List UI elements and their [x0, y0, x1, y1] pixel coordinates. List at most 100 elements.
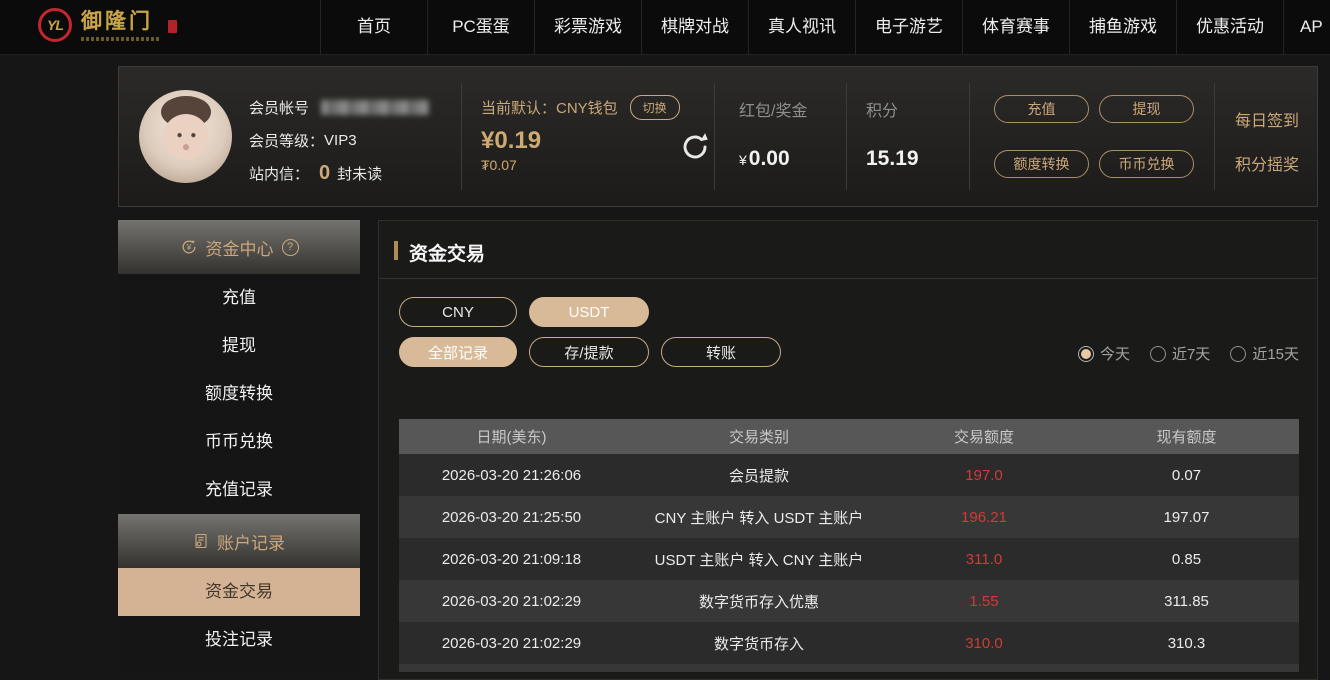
cell-amount: 1.55 [969, 592, 999, 610]
logo-monogram-icon: YL [38, 8, 72, 42]
top-nav-bar: YL 御隆门 首页 PC蛋蛋 彩票游戏 棋牌对战 真人视讯 电子游艺 体育赛事 … [0, 0, 1330, 55]
switch-wallet-button[interactable]: 切换 [629, 95, 680, 120]
nav-item-sports[interactable]: 体育赛事 [962, 0, 1069, 55]
radio-7days-dot[interactable] [1149, 345, 1166, 362]
cell-balance: 0.85 [1171, 550, 1202, 568]
account-number-blurred [321, 100, 430, 115]
points-label: 积分 [866, 103, 899, 120]
page-title: 资金交易 [409, 244, 486, 265]
sidebar-item-deposit[interactable]: 充值 [222, 288, 256, 307]
account-sidebar: ¥ 资金中心 ? 充值 提现 额度转换 币币兑换 充值记录 账户记录 资金交易 … [118, 220, 360, 671]
coin-exchange-button[interactable]: 币币兑换 [1099, 150, 1194, 178]
radio-15days-dot[interactable] [1230, 345, 1247, 362]
nav-item-app[interactable]: AP [1283, 0, 1330, 55]
cell-type: 数字货币存入 [713, 635, 804, 653]
sidebar-item-fund-transactions[interactable]: 资金交易 [118, 568, 360, 616]
tab-all-records[interactable]: 全部记录 [399, 337, 517, 367]
title-accent-bar [394, 241, 398, 260]
member-level-label: 会员等级： [249, 133, 325, 150]
account-records-icon [195, 533, 207, 549]
cell-balance: 311.85 [1164, 592, 1209, 610]
radio-15days-label: 近15天 [1252, 346, 1299, 363]
tab-transfer[interactable]: 转账 [661, 337, 781, 367]
main-menu: 首页 PC蛋蛋 彩票游戏 棋牌对战 真人视讯 电子游艺 体育赛事 捕鱼游戏 优惠… [320, 0, 1330, 55]
table-row: 2026-03-20 21:09:18 USDT 主账户 转入 CNY 主账户 … [399, 538, 1299, 580]
daily-checkin-link[interactable]: 每日签到 [1235, 113, 1300, 130]
radio-today-dot[interactable] [1077, 345, 1094, 362]
cell-balance: 0.07 [1171, 466, 1202, 484]
inbox-unread-count[interactable]: 0 [319, 162, 331, 184]
divider [714, 83, 715, 190]
cell-balance: 197.07 [1163, 508, 1210, 526]
tab-cny[interactable]: CNY [399, 297, 517, 327]
header-amount: 交易额度 [953, 429, 1014, 446]
nav-item-slots[interactable]: 电子游艺 [855, 0, 962, 55]
funds-center-icon: ¥ [182, 240, 195, 254]
logo-stamp-icon [168, 20, 177, 33]
nav-item-pcdandan[interactable]: PC蛋蛋 [427, 0, 534, 55]
cell-date: 2026-03-20 21:02:29 [441, 592, 582, 610]
sidebar-item-deposit-history[interactable]: 充值记录 [205, 480, 273, 499]
nav-item-home[interactable]: 首页 [320, 0, 427, 55]
radio-today[interactable]: 今天 [1077, 343, 1130, 364]
tab-usdt[interactable]: USDT [529, 297, 649, 327]
nav-item-fishing[interactable]: 捕鱼游戏 [1069, 0, 1176, 55]
cell-date: 2026-03-20 21:02:29 [441, 634, 582, 652]
sidebar-records-title: 账户记录 [217, 533, 285, 553]
sidebar-section-records: 账户记录 [118, 514, 360, 568]
transactions-table: 日期(美东) 交易类别 交易额度 现有额度 2026-03-20 21:26:0… [399, 419, 1299, 672]
cell-type: USDT 主账户 转入 CNY 主账户 [654, 551, 864, 569]
cell-date: 2026-03-20 21:09:18 [441, 550, 582, 568]
sidebar-item-withdraw[interactable]: 提现 [222, 336, 256, 355]
divider [969, 83, 970, 190]
logo-subtitle-decoration [81, 37, 159, 41]
nav-item-promotions[interactable]: 优惠活动 [1176, 0, 1283, 55]
divider [1214, 83, 1215, 190]
sidebar-item-coin-exchange[interactable]: 币币兑换 [205, 432, 273, 451]
refresh-balance-icon[interactable] [679, 131, 711, 163]
site-logo[interactable]: YL 御隆门 [38, 8, 177, 42]
points-lottery-link[interactable]: 积分摇奖 [1235, 157, 1300, 174]
cell-type: 数字货币存入优惠 [698, 593, 819, 611]
cell-date: 2026-03-20 21:25:50 [441, 508, 582, 526]
svg-text:¥: ¥ [185, 242, 191, 252]
date-range-filters: 今天 近7天 近15天 [1077, 343, 1299, 364]
fund-transactions-panel: 资金交易 CNY USDT 全部记录 存/提款 转账 今天 近7天 近15天 日… [378, 220, 1318, 680]
sidebar-item-bet-history[interactable]: 投注记录 [205, 630, 273, 649]
tab-deposit-withdraw[interactable]: 存/提款 [529, 337, 649, 367]
quota-transfer-button[interactable]: 额度转换 [994, 150, 1089, 178]
nav-item-lottery[interactable]: 彩票游戏 [534, 0, 641, 55]
account-label: 会员帐号 [249, 100, 310, 117]
cell-amount: 311.0 [965, 550, 1003, 568]
nav-item-live-casino[interactable]: 真人视讯 [748, 0, 855, 55]
radio-7days[interactable]: 近7天 [1149, 343, 1210, 364]
divider [461, 83, 462, 190]
avatar [139, 90, 232, 183]
withdraw-button[interactable]: 提现 [1099, 95, 1194, 123]
user-summary-panel: 会员帐号 会员等级： VIP3 站内信： 0 封未读 当前默认：CNY钱包 切换… [118, 66, 1318, 207]
cell-date: 2026-03-20 21:26:06 [441, 466, 582, 484]
bonus-label: 红包/奖金 [739, 103, 808, 120]
cell-balance: 310.3 [1167, 634, 1206, 652]
header-balance: 现有额度 [1156, 429, 1217, 446]
bonus-currency: ¥ [739, 152, 747, 168]
radio-today-label: 今天 [1099, 346, 1130, 363]
table-row: 2026-03-20 21:26:06 会员提款 197.0 0.07 [399, 454, 1299, 496]
sidebar-funds-title: 资金中心 [205, 239, 274, 259]
cell-amount: 310.0 [965, 634, 1003, 652]
table-row: 2026-03-20 21:02:29 数字货币存入优惠 1.55 311.85 [399, 580, 1299, 622]
divider [846, 83, 847, 190]
wallet-usdt-balance: ₮0.07 [481, 157, 517, 173]
cell-type: CNY 主账户 转入 USDT 主账户 [654, 509, 864, 527]
sidebar-section-funds: ¥ 资金中心 ? [118, 220, 360, 274]
divider [379, 278, 1317, 279]
nav-item-boardgames[interactable]: 棋牌对战 [641, 0, 748, 55]
header-type: 交易类别 [728, 429, 789, 446]
sidebar-item-quota-transfer[interactable]: 额度转换 [205, 384, 273, 403]
table-header-row: 日期(美东) 交易类别 交易额度 现有额度 [399, 419, 1299, 454]
radio-15days[interactable]: 近15天 [1230, 343, 1299, 364]
table-row: 2026-03-20 21:25:50 CNY 主账户 转入 USDT 主账户 … [399, 496, 1299, 538]
help-icon[interactable]: ? [281, 238, 299, 256]
deposit-button[interactable]: 充值 [994, 95, 1089, 123]
inbox-suffix: 封未读 [337, 166, 383, 183]
